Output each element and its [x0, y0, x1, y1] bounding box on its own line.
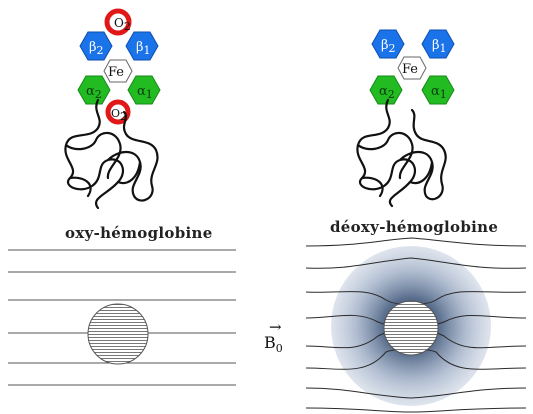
alpha2-label: α2 — [86, 84, 102, 101]
beta1-label: β1 — [432, 38, 447, 55]
oxy-caption: oxy-hémoglobine — [65, 224, 213, 242]
oxy-molecule: O2 β2 β1 Fe α2 α1 O2 — [64, 8, 161, 210]
field-line — [305, 237, 527, 247]
beta2-hexagon — [79, 31, 113, 61]
beta2-label: β2 — [89, 40, 104, 57]
oxygen-top-label: O2 — [114, 16, 131, 33]
iron-center — [103, 59, 133, 83]
iron-label: Fe — [108, 65, 124, 80]
b0-arrow: → — [269, 318, 282, 336]
beta1-hexagon — [125, 31, 159, 61]
alpha2-label: α2 — [379, 84, 395, 101]
beta1-label: β1 — [136, 40, 151, 57]
alpha2-hexagon — [77, 75, 111, 105]
beta2-label: β2 — [381, 38, 396, 55]
field-line — [305, 257, 527, 269]
beta2-hexagon — [371, 29, 405, 59]
oxygen-bottom-label: O2 — [111, 107, 127, 123]
iron-label: Fe — [402, 62, 418, 77]
protein-chain — [356, 98, 447, 208]
iron-center — [397, 56, 427, 80]
oxygen-top-ring: O2 — [104, 8, 132, 36]
deoxy-red-cell — [383, 300, 439, 356]
oxy-red-cell — [87, 303, 149, 365]
field-line — [305, 387, 527, 399]
oxygen-bottom-ring: O2 — [105, 99, 131, 125]
alpha1-label: α1 — [431, 84, 447, 101]
deoxy-caption: déoxy-hémoglobine — [330, 218, 498, 236]
beta1-hexagon — [421, 29, 455, 59]
alpha1-hexagon — [127, 75, 161, 105]
b0-symbol: B0 — [264, 333, 283, 355]
b0-field-label: → B0 — [264, 318, 283, 355]
protein-chain — [64, 98, 159, 210]
field-line — [305, 407, 527, 413]
alpha1-label: α1 — [137, 84, 153, 101]
alpha2-hexagon — [369, 75, 403, 105]
alpha1-hexagon — [421, 75, 455, 105]
deoxy-molecule: β2 β1 Fe α2 α1 — [356, 29, 455, 208]
